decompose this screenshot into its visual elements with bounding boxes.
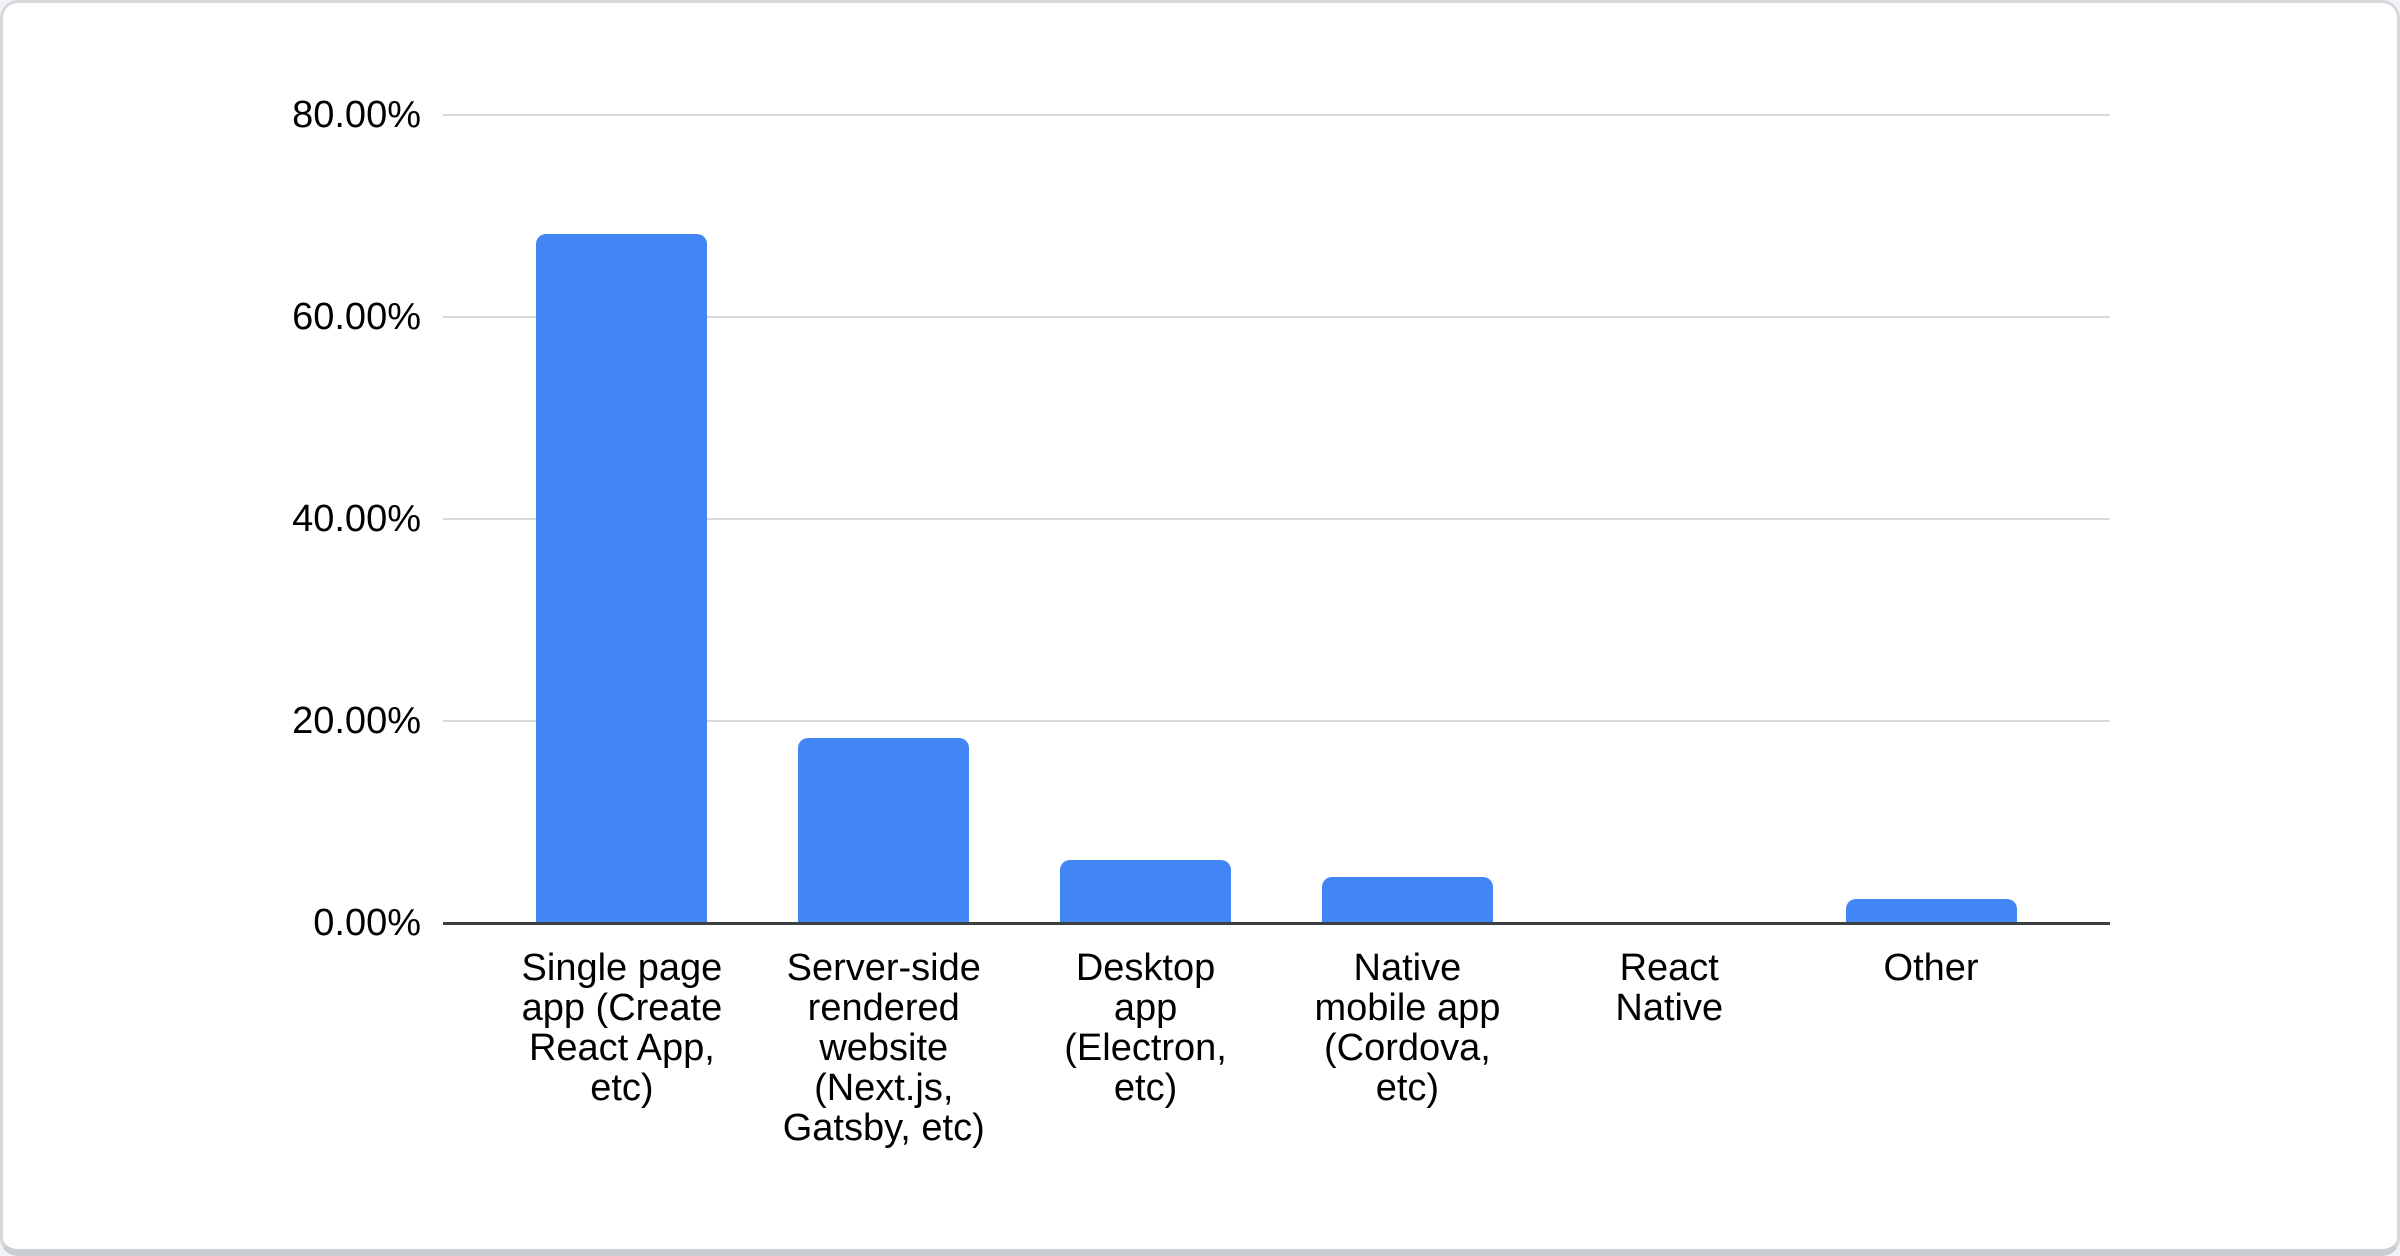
x-axis-category-label: React Native [1615,947,1724,1029]
y-axis-tick-label: 40.00% [292,498,421,540]
x-axis-category-label: Server-side rendered website (Next.js, G… [782,947,985,1149]
gridline-40 [443,518,2110,520]
bar-single-page-app-create-react-a[interactable] [536,234,708,924]
bar-native-mobile-app-cordova-etc[interactable] [1321,876,1493,924]
x-axis-category-label: Single page app (Create React App, etc) [521,947,723,1109]
x-axis-category-label: Native mobile app (Cordova, etc) [1314,947,1501,1109]
gridline-60 [443,316,2110,318]
y-axis-tick-label: 60.00% [292,296,421,338]
y-axis-tick-label: 20.00% [292,700,421,742]
y-axis-tick-label: 0.00% [313,902,421,944]
y-axis-tick-label: 80.00% [292,94,421,136]
bar-desktop-app-electron-etc[interactable] [1060,860,1232,924]
x-axis-category-label: Desktop app (Electron, etc) [1064,947,1227,1109]
bar-server-side-rendered-website-n[interactable] [798,738,970,924]
gridline-20 [443,720,2110,722]
bar-other[interactable] [1845,898,2017,924]
x-axis-category-label: Other [1883,947,1979,989]
x-axis-line [443,921,2110,925]
gridline-80 [443,114,2110,116]
